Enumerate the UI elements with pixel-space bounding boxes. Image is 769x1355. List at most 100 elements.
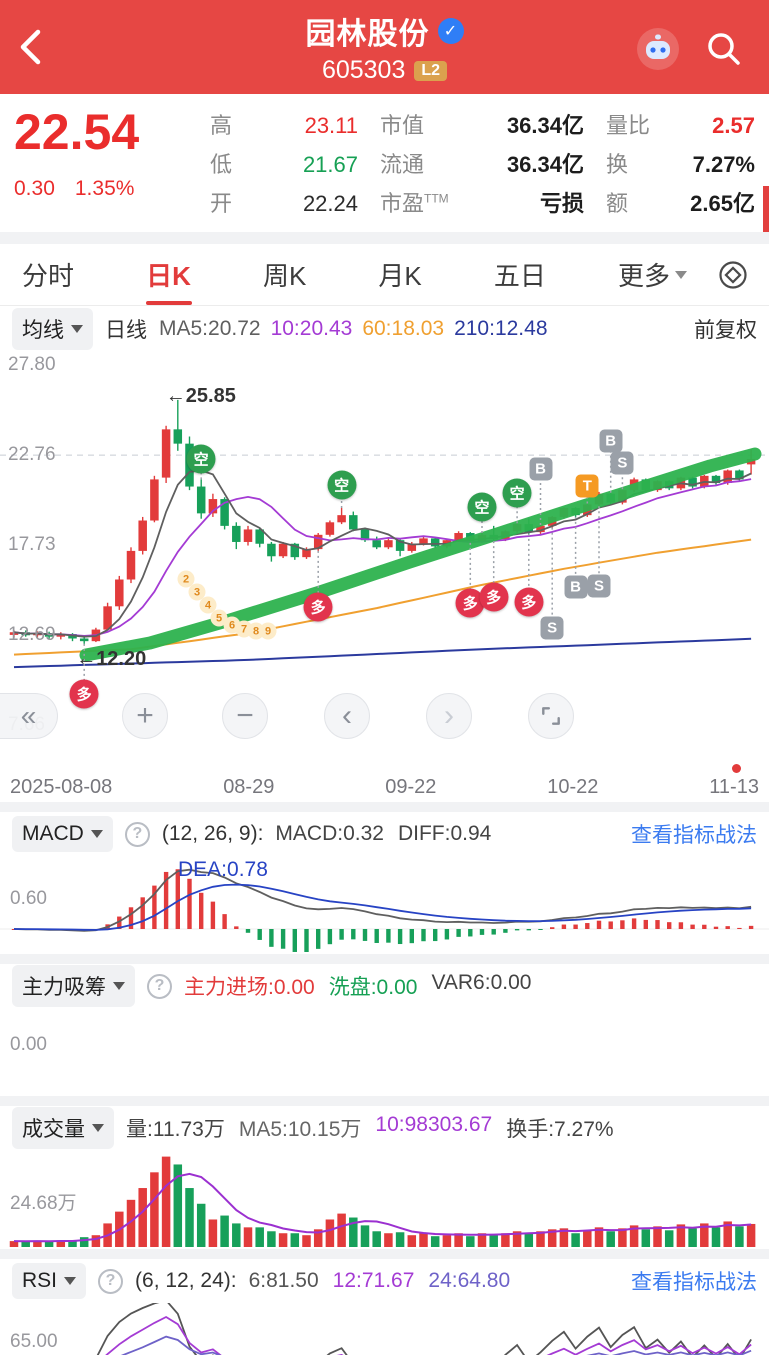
fullscreen-button[interactable] — [528, 693, 574, 739]
volume-indicator-selector[interactable]: 成交量 — [12, 1107, 114, 1149]
kline-settings-button[interactable] — [717, 259, 749, 291]
section-separator — [0, 232, 769, 244]
help-icon[interactable]: ? — [147, 973, 172, 999]
header-titles: 园林股份 ✓ 605303 L2 — [306, 9, 464, 85]
pan-left-button[interactable]: ‹ — [324, 693, 370, 739]
price-block: 22.54 0.30 1.35% — [14, 106, 210, 222]
main-force-indicator-selector[interactable]: 主力吸筹 — [12, 965, 135, 1007]
ma-legend-item: 210:12.48 — [454, 317, 548, 340]
period-label: 日线 — [105, 319, 147, 342]
date-axis: 2025-08-08 08-29 09-22 10-22 11-13 — [0, 764, 769, 802]
tab-minute[interactable]: 分时 — [20, 242, 76, 307]
indicator-value: MACD:0.32 — [275, 822, 384, 845]
assistant-robot-button[interactable] — [635, 26, 681, 72]
quote-col-ratio: 量比 2.57 换 7.27% 额 2.65亿 — [606, 106, 755, 222]
rsi-axis-label: 65.00 — [10, 1331, 58, 1352]
indicator-selector-label: 成交量 — [22, 1118, 85, 1141]
zoom-in-icon: + — [136, 699, 154, 732]
signal-badge-b: B — [599, 429, 623, 453]
signal-badge-s: S — [587, 574, 611, 598]
quote-summary: 22.54 0.30 1.35% 高 23.11 低 21.67 开 22.24 市值 36… — [0, 94, 769, 232]
last-price: 22.54 — [14, 104, 140, 160]
rsi-panel: RSI ? (6, 12, 24): 6:81.50 12:71.67 24:64.… — [0, 1259, 769, 1355]
quote-stat-value: 7.27% — [692, 152, 755, 177]
caret-down-icon — [90, 830, 103, 838]
indicator-selector-label: MACD — [22, 822, 84, 845]
main-force-chart-area: 0.00 — [0, 1008, 769, 1096]
indicator-strategy-link[interactable]: 查看指标战法 — [631, 824, 757, 847]
tab-weekly-k[interactable]: 周K — [261, 242, 308, 307]
quote-stat-value: 36.34亿 — [506, 113, 584, 138]
tab-five-day[interactable]: 五日 — [492, 242, 548, 307]
question-glyph: ? — [154, 977, 165, 994]
volume-chart-area: 24.68万 — [0, 1150, 769, 1249]
indicator-values: MACD:0.32 DIFF:0.94 — [275, 822, 491, 846]
indicator-value: 换手:7.27% — [506, 1118, 614, 1141]
main-force-panel-header: 主力吸筹 ? 主力进场:0.00 洗盘:0.00 VAR6:0.00 — [0, 964, 769, 1008]
quote-stat-value: 22.24 — [302, 191, 358, 216]
macd-axis-label: 0.60 — [10, 888, 47, 909]
indicator-value: VAR6:0.00 — [431, 971, 532, 994]
indicator-value: 6:81.50 — [248, 1269, 319, 1292]
numbered-day-badge: 2 — [177, 570, 195, 588]
indicator-value: 量:11.73万 — [126, 1118, 225, 1141]
signal-badge-duo: 多 — [303, 592, 333, 622]
zoom-out-button[interactable]: − — [222, 693, 268, 739]
caret-down-icon — [674, 270, 687, 279]
caret-down-icon — [64, 1277, 77, 1285]
quote-stat-label: 开 — [210, 191, 233, 216]
quote-stat-row: 低 21.67 — [210, 147, 358, 179]
signal-badge-b: B — [564, 575, 588, 599]
stock-name: 园林股份 — [305, 18, 430, 51]
tab-more[interactable]: 更多 — [616, 242, 689, 307]
volume-panel: 成交量 量:11.73万 MA5:10.15万 10:98303.67 换手:7.27… — [0, 1106, 769, 1249]
indicator-value: 洗盘:0.00 — [328, 976, 418, 999]
price-change-percent: 1.35% — [74, 176, 135, 200]
search-button[interactable] — [701, 26, 747, 72]
numbered-day-badge: 4 — [199, 596, 217, 614]
quote-stat-label: 市值 — [380, 113, 425, 138]
chevron-left-icon — [20, 29, 41, 65]
quote-stat-row: 市盈TTM 亏损 — [380, 186, 584, 218]
signal-badge-s: S — [610, 451, 634, 475]
l2-badge[interactable]: L2 — [414, 60, 448, 81]
kline-panel: 均线 日线 MA5:20.72 10:20.43 60:18.03 210:12.48… — [0, 306, 769, 802]
ma-legend-item: 60:18.03 — [362, 317, 445, 340]
zoom-in-button[interactable]: + — [122, 693, 168, 739]
signal-badge-duo: 多 — [69, 679, 99, 709]
help-icon[interactable]: ? — [98, 1268, 124, 1294]
collapse-icon: « — [20, 700, 37, 731]
peak-price-annotation: ←25.85 — [165, 384, 236, 407]
indicator-value: 主力进场:0.00 — [184, 976, 315, 999]
main-force-panel: 主力吸筹 ? 主力进场:0.00 洗盘:0.00 VAR6:0.00 0.00 — [0, 964, 769, 1096]
tab-daily-k[interactable]: 日K — [144, 242, 193, 307]
macd-indicator-selector[interactable]: MACD — [12, 816, 113, 852]
quote-stat-label: 高 — [210, 113, 233, 138]
volume-chart-canvas — [9, 1156, 756, 1247]
rsi-chart-canvas — [96, 1303, 752, 1355]
quote-stat-row: 换 7.27% — [606, 147, 755, 179]
quote-col-hlo: 高 23.11 低 21.67 开 22.24 — [210, 106, 358, 222]
pan-right-button[interactable]: › — [426, 693, 472, 739]
scroll-indicator — [763, 186, 769, 232]
volume-axis-label: 24.68万 — [10, 1193, 77, 1214]
section-separator — [0, 802, 769, 812]
indicator-value: 24:64.80 — [428, 1269, 511, 1292]
collapse-controls-button[interactable]: « — [0, 693, 58, 739]
help-icon[interactable]: ? — [124, 821, 150, 847]
quote-stat-value: 23.11 — [304, 113, 358, 138]
adjust-mode-label[interactable]: 前复权 — [694, 319, 757, 342]
indicator-selector-label: 主力吸筹 — [22, 976, 106, 999]
ma-selector[interactable]: 均线 — [12, 308, 93, 350]
rsi-indicator-selector[interactable]: RSI — [12, 1263, 87, 1299]
signal-badge-kong: 空 — [327, 470, 357, 500]
indicator-strategy-link[interactable]: 查看指标战法 — [631, 1271, 757, 1294]
back-button[interactable] — [10, 24, 56, 70]
tab-monthly-k[interactable]: 月K — [376, 242, 423, 307]
price-axis-label: 22.76 — [8, 444, 56, 466]
caret-down-icon — [92, 1124, 104, 1132]
price-axis-label: 27.80 — [8, 354, 56, 375]
price-axis-label: 17.73 — [8, 534, 56, 555]
